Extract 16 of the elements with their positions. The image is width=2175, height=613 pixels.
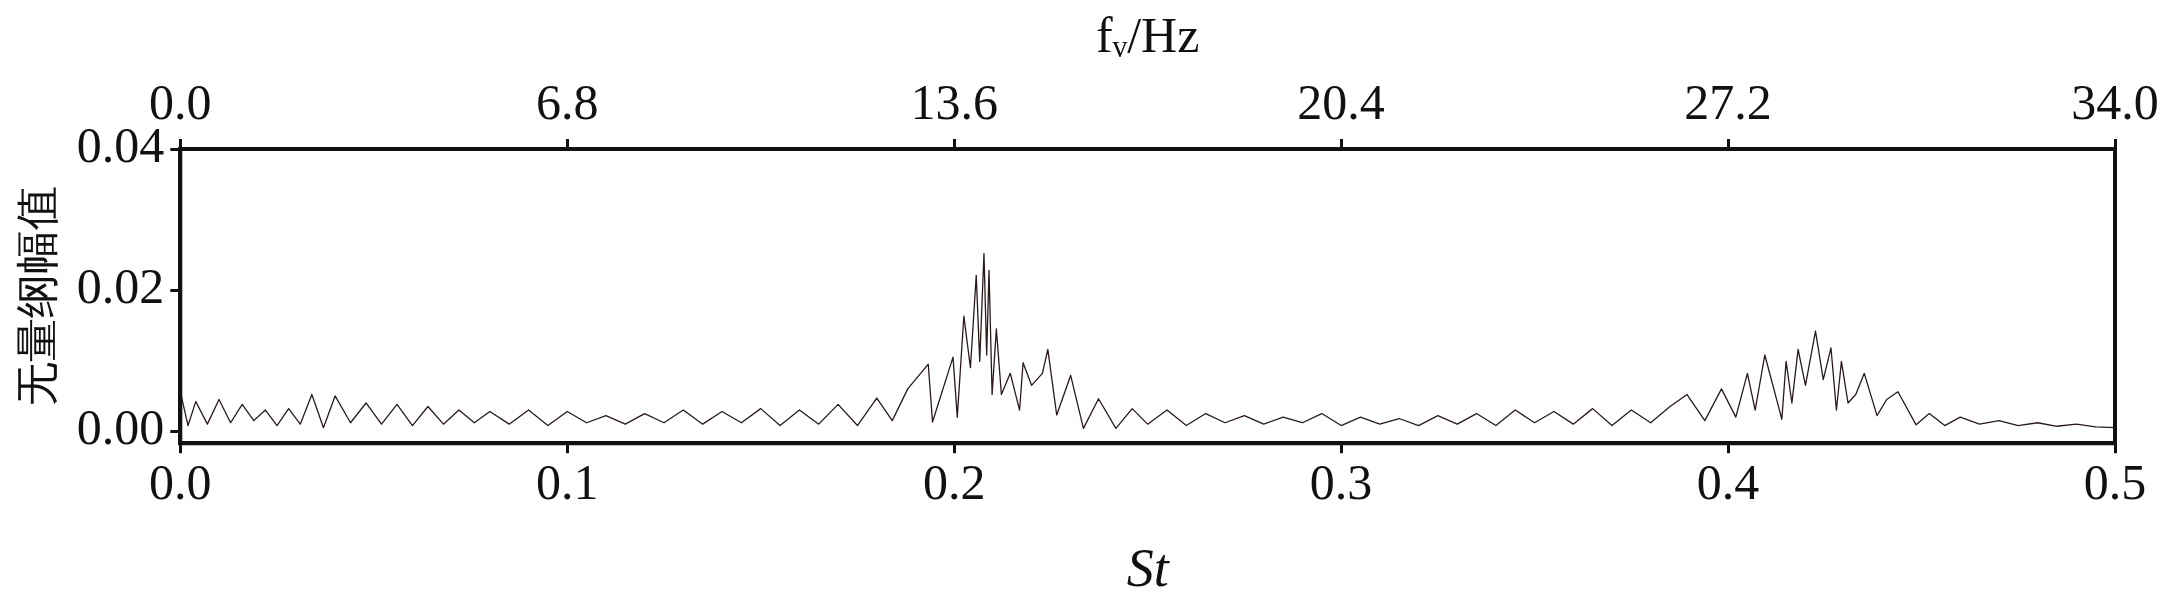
x-tick-label: 0.2 [922, 454, 986, 511]
x-tick-label: 0.5 [2083, 454, 2147, 511]
x2-tick-label: 27.2 [1684, 74, 1772, 131]
x2-tick-label: 13.6 [910, 74, 998, 131]
x-axis-title: St [1126, 537, 1171, 598]
x-tick-label: 0.0 [149, 454, 212, 511]
x-tick-label: 0.1 [535, 454, 599, 511]
x-tick-label: 0.4 [1696, 454, 1760, 511]
y-tick-label: 0.00 [76, 399, 165, 456]
y-tick-label: 0.02 [76, 258, 165, 315]
x-tick-label: 0.3 [1309, 454, 1373, 511]
x2-tick-label: 20.4 [1297, 74, 1385, 131]
x2-axis-title: fᵥ/Hz [1095, 7, 1200, 64]
x2-tick-label: 34.0 [2071, 74, 2159, 131]
y-axis-title: 无量纲幅值 [10, 186, 62, 407]
x2-tick-label: 6.8 [535, 74, 599, 131]
